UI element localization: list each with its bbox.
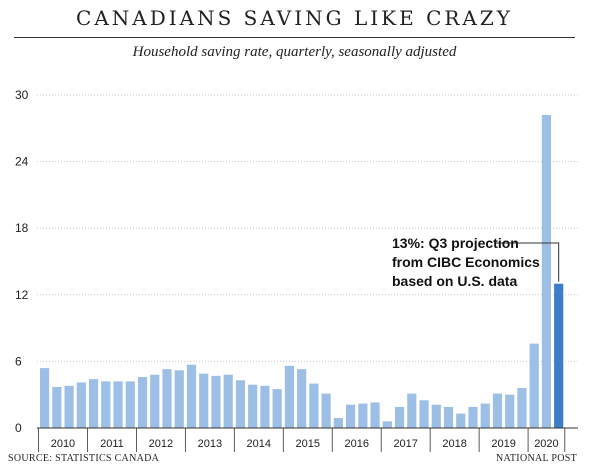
bar xyxy=(358,403,368,428)
bar xyxy=(443,406,454,428)
bar xyxy=(321,393,331,428)
bar xyxy=(76,382,86,428)
year-label: 2019 xyxy=(491,438,515,450)
year-label: 2012 xyxy=(149,438,173,450)
bar xyxy=(333,418,343,428)
chart-subtitle: Household saving rate, quarterly, season… xyxy=(132,44,457,60)
publisher-credit: NATIONAL POST xyxy=(495,453,577,464)
year-label: 2015 xyxy=(296,438,320,450)
year-label: 2011 xyxy=(100,438,124,450)
bar xyxy=(346,404,356,428)
y-tick-label: 0 xyxy=(15,421,22,435)
bar xyxy=(492,393,503,428)
y-tick-label: 18 xyxy=(15,221,29,235)
bar xyxy=(456,413,466,428)
bar xyxy=(52,386,62,428)
chart-title: CANADIANS SAVING LIKE CRAZY xyxy=(76,6,513,30)
bar xyxy=(235,380,246,428)
bar xyxy=(186,364,197,428)
annotation-leader-line xyxy=(496,242,560,282)
bar xyxy=(394,406,405,428)
bar xyxy=(480,403,490,428)
bar xyxy=(370,402,380,428)
year-label: 2010 xyxy=(51,438,75,450)
bar xyxy=(64,385,74,428)
bar xyxy=(468,406,478,428)
bar xyxy=(137,376,148,428)
bar xyxy=(174,370,184,428)
bar xyxy=(284,365,294,428)
bar xyxy=(40,368,50,428)
bar xyxy=(101,381,111,428)
bar xyxy=(223,374,233,428)
year-label: 2014 xyxy=(247,438,271,450)
source-note: SOURCE: STATISTICS CANADA xyxy=(8,453,160,464)
bar xyxy=(125,381,135,428)
year-label: 2016 xyxy=(344,438,368,450)
bar xyxy=(113,381,123,428)
highlight-bar xyxy=(554,283,564,428)
bar xyxy=(88,379,99,428)
bar xyxy=(297,369,307,428)
y-tick-label: 30 xyxy=(15,88,29,102)
year-label: 2017 xyxy=(393,438,417,450)
bar xyxy=(150,374,160,428)
bar xyxy=(309,383,319,428)
year-label: 2013 xyxy=(198,438,222,450)
bar xyxy=(505,394,515,428)
year-label: 2018 xyxy=(442,438,466,450)
bar xyxy=(272,389,282,428)
annotation-line: 13%: Q3 projection xyxy=(392,235,519,251)
bar xyxy=(407,393,417,428)
bar xyxy=(419,400,429,428)
year-label: 2020 xyxy=(534,438,558,450)
bar xyxy=(211,375,221,428)
bar xyxy=(431,404,441,428)
bar xyxy=(199,373,209,428)
bar xyxy=(529,343,539,428)
bar xyxy=(517,388,527,428)
bar xyxy=(248,384,258,428)
annotation-line: from CIBC Economics xyxy=(392,254,540,270)
bar xyxy=(162,369,172,428)
annotation-line: based on U.S. data xyxy=(392,273,517,289)
bar xyxy=(541,114,552,428)
bar xyxy=(260,385,270,428)
y-tick-label: 6 xyxy=(15,354,22,368)
title-rule xyxy=(14,37,575,38)
y-tick-label: 24 xyxy=(15,155,29,169)
bar xyxy=(382,421,392,428)
y-tick-label: 12 xyxy=(15,288,29,302)
